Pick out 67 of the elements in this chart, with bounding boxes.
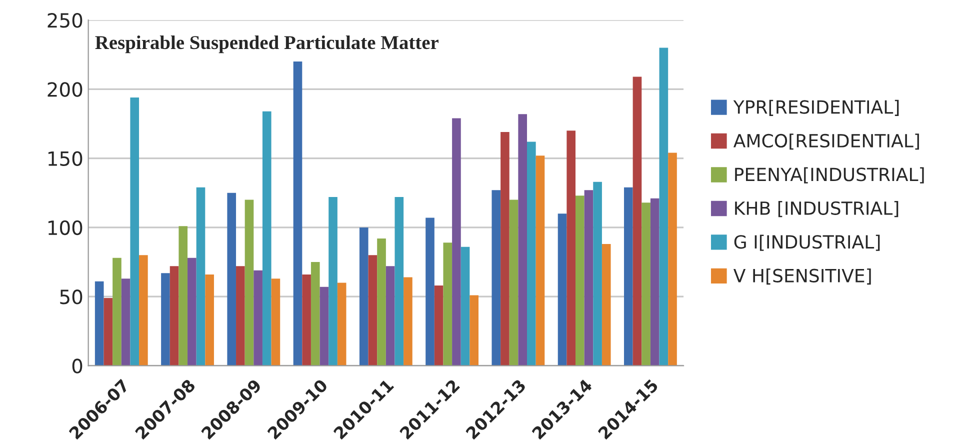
bar: [236, 266, 245, 366]
bar: [460, 246, 470, 366]
bar: [112, 258, 122, 366]
y-tick-label: 100: [48, 220, 82, 236]
bar: [593, 182, 602, 366]
bar: [254, 270, 262, 366]
bar: [130, 97, 140, 366]
bar: [668, 152, 677, 366]
bar: [188, 258, 196, 366]
bar: [624, 187, 633, 366]
legend-label: KHB [INDUSTRIAL]: [735, 201, 898, 218]
y-tick-label: 50: [60, 290, 82, 304]
bar: [452, 118, 461, 366]
bar: [566, 130, 576, 366]
legend-label: AMCO[RESIDENTIAL]: [733, 134, 919, 150]
bar: [178, 226, 188, 366]
bar: [426, 218, 434, 366]
bar: [121, 278, 130, 366]
bar: [536, 156, 545, 366]
bar: [602, 244, 611, 366]
bar: [659, 48, 668, 366]
bar: [386, 266, 395, 366]
legend-label: G I[INDUSTRIAL]: [734, 234, 880, 251]
bar: [293, 62, 302, 366]
bar: [161, 273, 170, 366]
bar: [94, 281, 104, 366]
bar: [584, 190, 594, 366]
legend-label: YPR[RESIDENTIAL]: [733, 100, 899, 116]
y-tick-label: 0: [72, 358, 82, 374]
bar: [328, 197, 338, 366]
bar: [518, 114, 528, 366]
bar: [377, 238, 386, 366]
bar: [404, 277, 412, 366]
bar: [558, 214, 567, 366]
bar: [302, 274, 311, 366]
legend-label: PEENYA[INDUSTRIAL]: [735, 167, 924, 184]
bar: [359, 227, 368, 366]
bar: [492, 190, 501, 366]
bar: [310, 262, 320, 366]
bar: [509, 200, 518, 366]
bar: [368, 255, 378, 366]
bar: [434, 286, 444, 366]
y-tick-label: 200: [48, 82, 82, 97]
bar: [170, 266, 179, 366]
bar: [139, 255, 148, 366]
bar: [650, 198, 660, 366]
bar: [642, 202, 650, 366]
bar: [500, 132, 510, 366]
bar: [337, 282, 346, 366]
y-tick-label: 250: [48, 13, 82, 28]
bar: [443, 242, 452, 366]
bar: [527, 142, 536, 366]
bar: [632, 76, 642, 366]
bar: [320, 286, 329, 366]
bar: [104, 298, 113, 366]
bar: [196, 187, 206, 366]
bar: [394, 197, 404, 366]
bar: [262, 111, 272, 366]
bar: [576, 196, 584, 366]
bar: [244, 200, 254, 366]
bar: [271, 278, 280, 366]
y-tick-label: 150: [48, 151, 82, 166]
text: Respirable Suspended Particulate Matter: [95, 35, 438, 54]
legend-label: V H[SENSITIVE]: [733, 268, 871, 285]
bar: [227, 192, 236, 366]
bar: [470, 295, 479, 366]
bar: [205, 274, 214, 366]
